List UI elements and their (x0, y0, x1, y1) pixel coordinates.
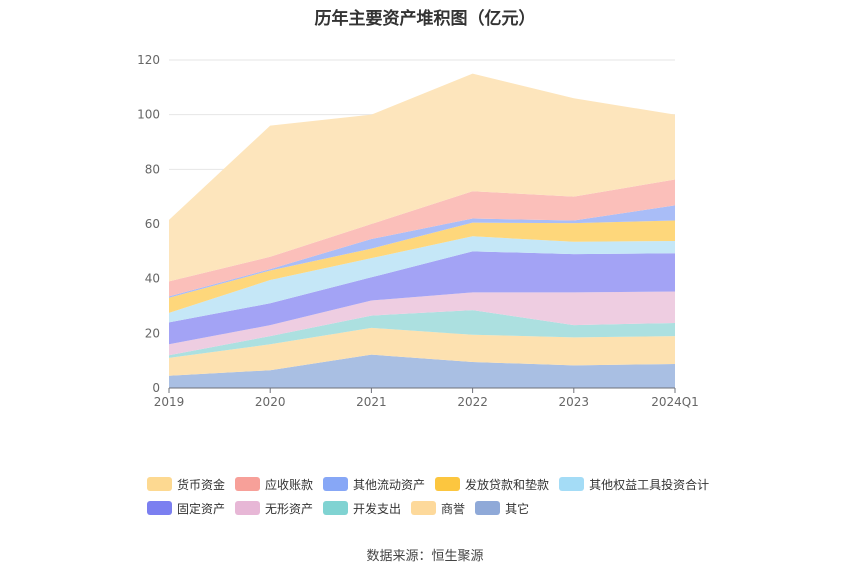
area-series-其它[interactable] (169, 354, 675, 388)
y-tick-label: 20 (145, 326, 160, 340)
legend-swatch (559, 477, 585, 491)
legend-item[interactable]: 商誉 (411, 500, 465, 517)
legend-item[interactable]: 发放贷款和垫款 (435, 476, 549, 493)
legend-item[interactable]: 应收账款 (235, 476, 313, 493)
y-tick-label: 40 (145, 272, 160, 286)
area-series-group (169, 73, 675, 388)
legend-label: 货币资金 (177, 477, 226, 492)
legend-item[interactable]: 固定资产 (147, 500, 225, 517)
legend-item[interactable]: 其它 (475, 500, 529, 517)
area-series-发放贷款和垫款[interactable] (169, 220, 675, 313)
chart-title: 历年主要资产堆积图（亿元） (314, 9, 536, 29)
legend-swatch (147, 477, 172, 491)
legend-swatch (323, 501, 349, 515)
legend-item[interactable]: 无形资产 (235, 500, 313, 517)
legend-label: 其他权益工具投资合计 (589, 477, 710, 492)
legend-label: 其他流动资产 (353, 477, 426, 492)
area-series-应收账款[interactable] (169, 179, 675, 297)
legend-swatch (235, 477, 261, 491)
area-series-其他流动资产[interactable] (169, 205, 675, 298)
legend-label: 固定资产 (177, 501, 226, 516)
legend-label: 商誉 (441, 501, 466, 516)
legend-label: 无形资产 (265, 501, 314, 516)
y-tick-label: 0 (152, 381, 160, 395)
area-series-货币资金[interactable] (169, 73, 675, 282)
legend-item[interactable]: 货币资金 (147, 476, 225, 493)
area-series-固定资产[interactable] (169, 251, 675, 345)
legend-swatch (475, 501, 501, 515)
y-tick-label: 100 (137, 108, 160, 122)
y-tick-label: 60 (145, 217, 160, 231)
x-tick-label: 2024Q1 (651, 395, 699, 409)
legend-label: 发放贷款和垫款 (465, 477, 550, 492)
legend-swatch (323, 477, 349, 491)
area-series-开发支出[interactable] (169, 310, 675, 358)
axes: 0 20 40 60 80 100 120 2019 2020 2021 2022 2023 2024Q… (137, 53, 699, 409)
x-tick-label: 2023 (559, 395, 590, 409)
legend-swatch (411, 501, 437, 515)
legend-label: 开发支出 (353, 501, 402, 516)
legend-item[interactable]: 其他流动资产 (323, 476, 425, 493)
legend-label: 其它 (505, 501, 530, 516)
legend-swatch (435, 477, 461, 491)
legend-item[interactable]: 其他权益工具投资合计 (559, 476, 709, 493)
legend-label: 应收账款 (265, 477, 314, 492)
legend-swatch (147, 501, 172, 515)
legend-row: 固定资产 无形资产 开发支出 商誉 其它 (0, 496, 850, 520)
area-series-无形资产[interactable] (169, 291, 675, 356)
x-tick-label: 2019 (154, 395, 185, 409)
source-note: 数据来源：恒生聚源 (366, 549, 484, 564)
x-tick-label: 2020 (255, 395, 286, 409)
legend-swatch (235, 501, 261, 515)
legend: 货币资金 应收账款 其他流动资产 发放贷款和垫款 其他权益工具投资合计 固定资产 无形资产… (0, 472, 850, 520)
legend-row: 货币资金 应收账款 其他流动资产 发放贷款和垫款 其他权益工具投资合计 (0, 472, 850, 496)
area-series-商誉[interactable] (169, 327, 675, 376)
y-tick-label: 80 (145, 162, 160, 176)
area-series-其他权益工具投资合计[interactable] (169, 236, 675, 323)
y-tick-label: 120 (137, 53, 160, 67)
x-tick-label: 2022 (457, 395, 488, 409)
legend-item[interactable]: 开发支出 (323, 500, 401, 517)
x-tick-label: 2021 (356, 395, 387, 409)
